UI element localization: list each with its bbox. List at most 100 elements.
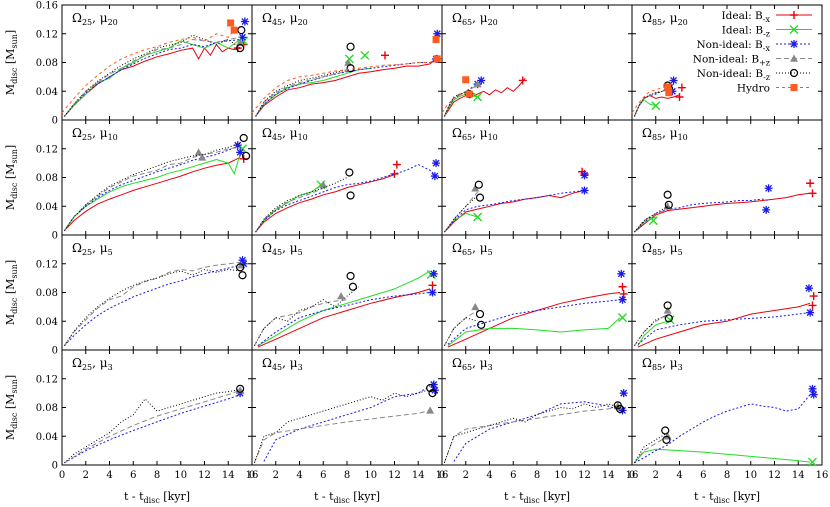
series-line-ideal_mz (637, 320, 668, 346)
marker-nonideal_mz (346, 271, 355, 281)
series-line-ideal_mz (255, 182, 324, 233)
x-tick-label: 2 (273, 470, 279, 481)
marker-nonideal_mx (669, 76, 678, 85)
marker-ideal_mz (648, 216, 658, 226)
series-line-ideal_mz (633, 99, 656, 117)
x-tick-label: 6 (320, 470, 326, 481)
marker-ideal_mz (473, 92, 483, 102)
marker-nonideal_mz (236, 384, 245, 393)
x-tick-label: 16 (246, 470, 259, 481)
marker-nonideal_mz (475, 193, 485, 202)
series-line-hydro (251, 58, 437, 114)
marker-hydro (665, 89, 673, 97)
series-line-ideal_mz (63, 154, 241, 231)
y-tick-label: 0.04 (36, 432, 58, 443)
panel-r0-c0: 0 0.04 0.08 0.12 0.16 Ω25, μ20 (36, 1, 253, 127)
marker-nonideal_mx (429, 380, 438, 389)
y-tick-label: 0.08 (36, 403, 58, 414)
y-axis-title: Mdisc [Msun] (4, 260, 19, 325)
marker-nonideal_mz (241, 151, 251, 161)
series-group-r3-c0 (64, 384, 245, 464)
series-line-ideal_mx (64, 156, 241, 232)
series-line-nonideal_mz (443, 195, 478, 233)
series-line-nonideal_pz (633, 89, 668, 117)
series-line-nonideal_pz (253, 409, 431, 463)
marker-nonideal_mx (236, 148, 245, 157)
x-tick-label: 14 (412, 470, 425, 481)
marker-ideal_mz (360, 50, 370, 60)
series-line-nonideal_mx (634, 394, 811, 464)
series-line-nonideal_mx (64, 394, 241, 464)
panel-r1-c3: Ω85, μ10 (631, 119, 823, 236)
x-tick-label: 10 (174, 470, 187, 481)
marker-hydro (230, 26, 238, 34)
legend-label: Non-ideal: B-x (696, 39, 770, 53)
series-line-ideal_mx (447, 292, 621, 348)
series-group-r0-c2 (441, 76, 527, 117)
panels-group: 0 0.04 0.08 0.12 0.16 Ω25, μ20 Ω45, μ20 Ω65, μ2… (4, 1, 828, 506)
series-group-r0-c3 (631, 76, 686, 117)
legend-label: Non-ideal: B-z (697, 68, 770, 82)
x-tick-label: 2 (653, 470, 659, 481)
legend-label: Ideal: B-z (722, 25, 770, 39)
marker-nonideal_pz (344, 58, 353, 66)
series-line-ideal_mx (634, 192, 811, 233)
marker-ideal_mx (809, 292, 818, 301)
marker-nonideal_mx (619, 389, 628, 398)
series-line-nonideal_pz (443, 85, 478, 117)
series-group-r1-c2 (443, 167, 589, 233)
marker-hydro (432, 36, 440, 43)
series-line-ideal_mz (634, 448, 811, 464)
series-group-r2-c1 (253, 269, 438, 348)
series-line-nonideal_mx (255, 164, 437, 233)
marker-nonideal_mx (238, 256, 247, 265)
marker-nonideal_mx (618, 406, 627, 415)
y-tick-label: 0 (52, 346, 58, 357)
marker-nonideal_mx (432, 159, 441, 168)
x-tick-label: 6 (130, 470, 136, 481)
y-tick-label: 0.12 (36, 144, 58, 155)
marker-nonideal_mz (428, 389, 437, 398)
y-tick-label: 0 (52, 461, 58, 472)
marker-nonideal_mz (426, 383, 435, 393)
x-tick-label: 8 (534, 470, 540, 481)
marker-ideal_mx (677, 83, 686, 92)
marker-nonideal_mz (661, 426, 670, 435)
legend-marker (789, 68, 799, 78)
marker-ideal_mx (390, 169, 399, 178)
series-group-r3-c3 (633, 384, 818, 467)
panel-label: Ω85, μ20 (642, 11, 688, 27)
x-tick-label: 8 (344, 470, 350, 481)
x-tick-label: 10 (364, 470, 377, 481)
marker-nonideal_mz (236, 44, 245, 53)
series-line-nonideal_mz (255, 69, 348, 117)
marker-nonideal_mx (580, 171, 589, 180)
series-line-ideal_mz (447, 317, 621, 347)
marker-nonideal_mz (237, 26, 246, 35)
marker-nonideal_mx (668, 87, 677, 96)
marker-ideal_mz (473, 212, 483, 222)
series-line-nonideal_pz (63, 261, 241, 346)
series-line-nonideal_mz (633, 87, 668, 117)
x-tick-label: 14 (602, 470, 615, 481)
panel-label: Ω65, μ10 (452, 126, 498, 142)
x-tick-label: 16 (436, 470, 449, 481)
x-tick-label: 6 (700, 470, 706, 481)
series-group-r3-c1 (253, 380, 439, 463)
marker-ideal_mx (675, 93, 684, 101)
x-tick-label: 10 (744, 470, 757, 481)
x-tick-label: 8 (724, 470, 730, 481)
y-axis-title: Mdisc [Msun] (4, 375, 19, 440)
series-line-ideal_mx (257, 288, 431, 348)
marker-ideal_mz (665, 315, 675, 325)
x-tick-label: 2 (463, 470, 469, 481)
panel-label: Ω25, μ20 (72, 11, 118, 27)
panel-label: Ω25, μ5 (72, 241, 113, 257)
marker-nonideal_mz (236, 263, 245, 272)
marker-ideal_mx (392, 160, 401, 169)
panel-label: Ω25, μ3 (72, 356, 113, 372)
x-tick-label: 16 (626, 470, 639, 481)
y-tick-label: 0 (52, 231, 58, 242)
legend-label: Hydro (737, 83, 770, 95)
